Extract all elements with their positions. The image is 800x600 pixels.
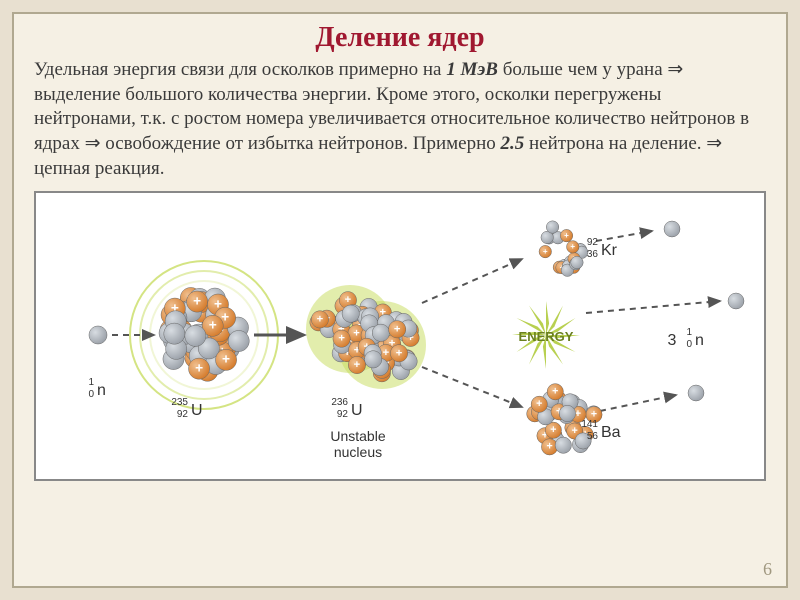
svg-text:1: 1 <box>686 327 692 338</box>
svg-text:236: 236 <box>331 397 348 408</box>
svg-text:+: + <box>383 347 390 359</box>
svg-text:+: + <box>570 242 575 251</box>
svg-text:Unstable: Unstable <box>330 428 385 444</box>
text-p1f: 2.5 <box>501 133 525 154</box>
svg-text:+: + <box>193 294 201 309</box>
slide-frame: Деление ядер Удельная энергия связи для … <box>12 12 788 588</box>
svg-text:U: U <box>191 402 203 419</box>
svg-text:92: 92 <box>587 237 599 248</box>
svg-text:+: + <box>546 441 552 453</box>
svg-text:56: 56 <box>587 431 599 442</box>
svg-text:+: + <box>353 328 360 340</box>
slide-title: Деление ядер <box>34 22 766 54</box>
arrow3: ⇒ <box>706 133 722 154</box>
svg-text:ENERGY: ENERGY <box>519 329 574 344</box>
svg-text:36: 36 <box>587 249 599 260</box>
svg-text:+: + <box>396 348 403 360</box>
svg-text:0: 0 <box>88 389 94 400</box>
svg-text:+: + <box>222 352 230 367</box>
text-p1e: освобождение от избытка нейтронов. Приме… <box>101 133 501 154</box>
svg-text:141: 141 <box>581 419 598 430</box>
svg-text:n: n <box>97 382 106 399</box>
svg-text:+: + <box>575 409 581 421</box>
svg-text:+: + <box>550 425 556 437</box>
svg-text:+: + <box>543 247 548 256</box>
svg-text:+: + <box>572 425 578 437</box>
text-p1a: Удельная энергия связи для осколков прим… <box>34 59 446 80</box>
fission-diagram: ++++++++++++++++++++++++++++++++++++++++… <box>34 191 766 481</box>
arrow2: ⇒ <box>85 133 101 154</box>
arrow1: ⇒ <box>667 59 683 80</box>
svg-text:3: 3 <box>668 332 677 349</box>
svg-text:nucleus: nucleus <box>334 444 382 460</box>
svg-text:+: + <box>317 314 324 326</box>
page-number: 6 <box>763 559 772 580</box>
svg-text:92: 92 <box>177 409 189 420</box>
svg-text:235: 235 <box>171 397 188 408</box>
svg-text:+: + <box>552 386 558 398</box>
svg-text:U: U <box>351 402 363 419</box>
svg-text:+: + <box>195 361 203 376</box>
svg-text:Ba: Ba <box>601 424 621 441</box>
text-p1h: цепная реакция. <box>34 158 165 179</box>
svg-text:+: + <box>338 333 345 345</box>
svg-text:+: + <box>564 231 569 240</box>
text-p1b: 1 МэВ <box>446 59 498 80</box>
diagram-svg: ++++++++++++++++++++++++++++++++++++++++… <box>36 193 766 479</box>
svg-text:1: 1 <box>88 377 94 388</box>
svg-text:n: n <box>695 332 704 349</box>
text-p1c: больше чем у урана <box>498 59 667 80</box>
text-p1g: нейтрона на деление. <box>524 133 706 154</box>
svg-text:+: + <box>394 324 401 336</box>
svg-text:+: + <box>345 295 352 307</box>
body-paragraph: Удельная энергия связи для осколков прим… <box>34 58 766 181</box>
svg-text:+: + <box>209 318 217 333</box>
svg-text:+: + <box>354 359 361 371</box>
svg-text:0: 0 <box>686 339 692 350</box>
svg-text:+: + <box>536 399 542 411</box>
svg-text:Kr: Kr <box>601 242 618 259</box>
svg-text:92: 92 <box>337 409 349 420</box>
